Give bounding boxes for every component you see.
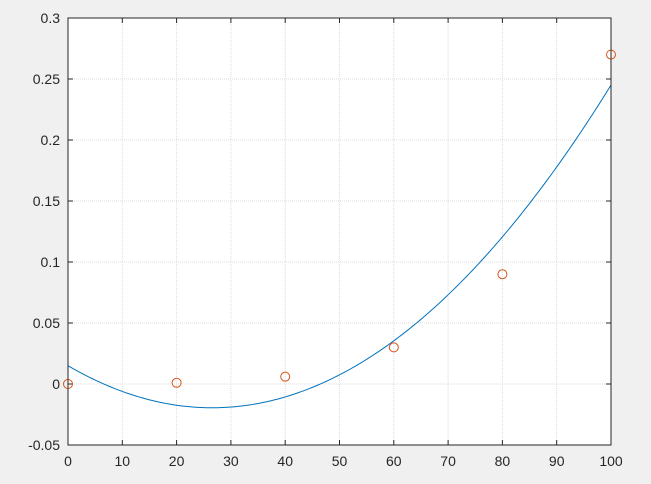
y-tick-labels: -0.05 0 0.05 0.1 0.15 0.2 0.25 0.3: [28, 10, 60, 453]
data-point: [497, 269, 508, 280]
x-tick-label: 70: [440, 453, 456, 469]
x-tick-label: 20: [169, 453, 185, 469]
x-tick-label: 30: [223, 453, 239, 469]
y-tick-label: 0.05: [33, 315, 60, 331]
y-tick-label: 0.2: [41, 132, 61, 148]
grid: [68, 18, 611, 445]
y-tick-label: -0.05: [28, 437, 60, 453]
y-tick-label: 0.25: [33, 71, 60, 87]
fit-curve: [67, 84, 612, 409]
x-tick-label: 80: [495, 453, 511, 469]
x-tick-label: 50: [332, 453, 348, 469]
x-tick-label: 40: [277, 453, 293, 469]
x-tick-label: 60: [386, 453, 402, 469]
x-tick-label: 100: [599, 453, 623, 469]
y-tick-label: 0.1: [41, 254, 61, 270]
x-tick-label: 90: [549, 453, 565, 469]
axes-box: [67, 17, 612, 446]
x-tick-labels: 0 10 20 30 40 50 60 70 80 90 100: [64, 453, 623, 469]
data-point: [388, 342, 399, 353]
y-tick-label: 0.3: [41, 10, 61, 26]
y-tick-label: 0: [52, 376, 60, 392]
data-point: [280, 371, 291, 382]
plot-area: [68, 18, 611, 445]
x-tick-label: 10: [115, 453, 131, 469]
x-tick-label: 0: [64, 453, 72, 469]
y-tick-label: 0.15: [33, 193, 60, 209]
data-point: [171, 377, 182, 388]
